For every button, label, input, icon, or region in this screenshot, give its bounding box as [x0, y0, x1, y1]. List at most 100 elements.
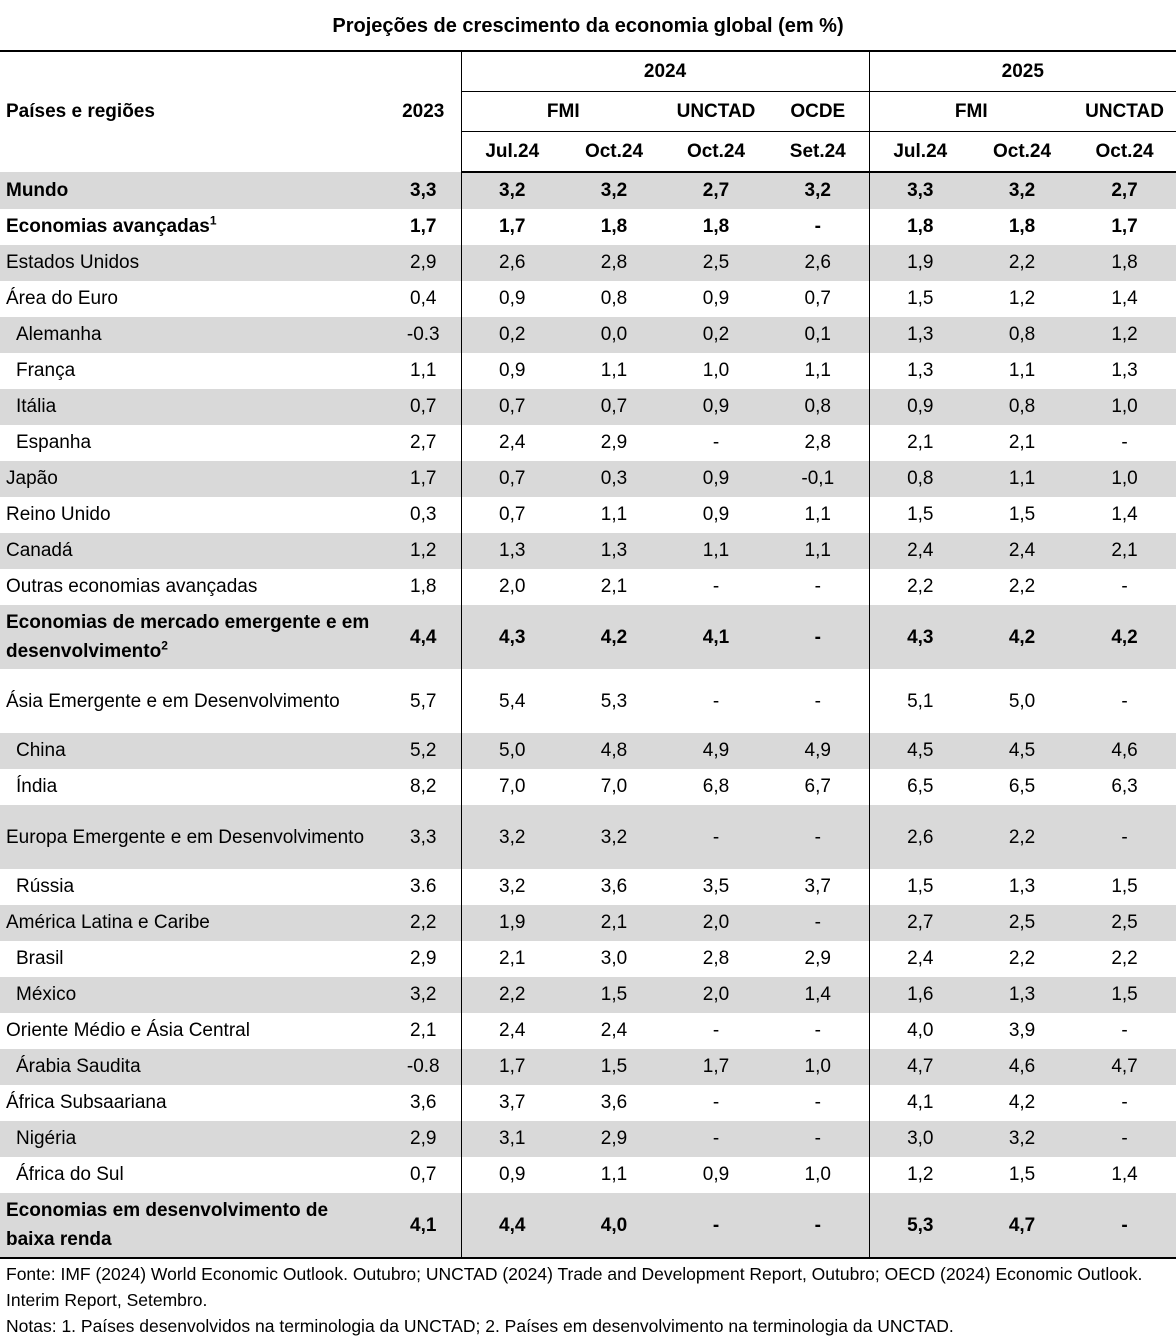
row-label-text: Estados Unidos — [6, 252, 140, 273]
value-cell: 3,3 — [386, 172, 461, 209]
value-cell: 2,0 — [665, 905, 767, 941]
row-label: Estados Unidos — [0, 245, 386, 281]
value-cell: 1,8 — [600, 216, 628, 237]
value-cell: 5,2 — [386, 733, 461, 769]
value-cell: 4,7 — [971, 1193, 1074, 1259]
value-cell: 0,1 — [767, 317, 870, 353]
subcol-header: Jul.24 — [868, 131, 972, 173]
row-label: Canadá — [0, 533, 386, 569]
value-cell: 2,7 — [410, 432, 437, 453]
value-cell: 2,4 — [460, 1013, 563, 1049]
year-2024-header: 2024 — [460, 50, 870, 92]
row-label: Alemanha — [0, 317, 386, 353]
subcol-header: Oct.24 — [1073, 131, 1176, 173]
value-cell: 4,0 — [563, 1193, 665, 1259]
row-label: Mundo — [0, 172, 386, 209]
table-row: China 5,2 5,0 4,8 4,9 4,9 4,5 4,5 4,6 — [0, 733, 1176, 769]
table-row: Nigéria 2,9 3,1 2,9- -3,0 3,2- — [0, 1121, 1176, 1157]
value-cell: 2,1 — [460, 941, 563, 977]
value-cell: 2,8 — [804, 432, 831, 453]
value-cell: 1,8 — [868, 209, 972, 245]
value-cell: 1,3 — [868, 353, 972, 389]
table-row: África Subsaariana 3,6 3,7 3,6 - - 4,1 4,2 - — [0, 1085, 1176, 1121]
row-label-text: China — [16, 740, 66, 761]
value-cell: 4,7 — [1073, 1049, 1176, 1085]
value-cell: 1,2 — [1073, 317, 1176, 353]
row-label: Rússia — [0, 869, 386, 905]
value-cell: 2,9 — [804, 948, 831, 969]
value-cell: - — [1073, 1121, 1176, 1157]
value-cell: 2,2 — [460, 977, 563, 1013]
table-row: França 1,1 0,9 1,1 1,0 1,1 1,3 1,1 1,3 — [0, 353, 1176, 389]
row-label: Itália — [0, 389, 386, 425]
value-cell: 4,5 — [868, 733, 972, 769]
table-row: Espanha 2,7 2,4 2,9 - 2,8 2,1 2,1 - — [0, 425, 1176, 461]
value-cell: 1,5 — [563, 1049, 665, 1085]
value-cell: 1,2 — [386, 533, 461, 569]
value-cell: 3,0 — [868, 1121, 972, 1157]
row-label: África Subsaariana — [0, 1085, 386, 1121]
table-row: América Latina e Caribe 2,2 1,9 2,1 2,0-2,7 2… — [0, 905, 1176, 941]
row-label: América Latina e Caribe — [0, 905, 386, 941]
value-cell: 0,7 — [563, 389, 665, 425]
row-label-text: Alemanha — [16, 324, 102, 345]
value-cell: - — [712, 432, 720, 453]
value-cell: - — [767, 805, 870, 869]
value-cell: 0,8 — [971, 317, 1074, 353]
value-cell: 7,0 — [460, 769, 563, 805]
value-cell: 2,2 — [868, 569, 972, 605]
value-cell: 2,4 — [460, 425, 563, 461]
value-cell: 0,9 — [868, 389, 972, 425]
value-cell: 1,8 — [1073, 245, 1176, 281]
value-cell: 2,9 — [410, 948, 437, 969]
value-cell: 1,4 — [767, 977, 870, 1013]
value-cell: 1,1 — [600, 1164, 628, 1185]
ocde-2024-header: OCDE — [767, 91, 870, 132]
value-cell: 2,4 — [971, 533, 1074, 569]
value-cell: 1,1 — [971, 461, 1074, 497]
row-label-text: África Subsaariana — [6, 1092, 167, 1113]
value-cell: 4,7 — [868, 1049, 972, 1085]
value-cell: 1,3 — [868, 317, 972, 353]
row-label: China — [0, 733, 386, 769]
value-cell: 4,4 — [386, 605, 461, 669]
fmi-2025-header: FMI — [868, 91, 1074, 132]
value-cell: 1,7 — [665, 1049, 767, 1085]
value-cell: 6,5 — [1008, 776, 1036, 797]
value-cell: 2,0 — [460, 569, 563, 605]
value-cell: - — [767, 1193, 870, 1259]
row-label-text: Economias de mercado emergente e em dese… — [6, 612, 370, 662]
value-cell: 5,3 — [600, 690, 628, 712]
value-cell: 0,8 — [971, 389, 1074, 425]
table-row: Canadá 1,2 1,3 1,3 1,1 1,1 2,4 2,4 2,1 — [0, 533, 1176, 569]
year-2023-header: 2023 — [386, 50, 461, 172]
row-label: México — [0, 977, 386, 1013]
table-row: Itália 0,7 0,7 0,7 0,9 0,8 0,9 0,8 1,0 — [0, 389, 1176, 425]
value-cell: 3,1 — [460, 1121, 563, 1157]
value-cell: - — [1121, 1020, 1128, 1041]
value-cell: - — [767, 1121, 870, 1157]
value-cell: 3.6 — [410, 876, 437, 897]
value-cell: 3,0 — [600, 948, 628, 969]
value-cell: 2,9 — [600, 432, 628, 453]
value-cell: 1,7 — [460, 209, 563, 245]
value-cell: 2,1 — [563, 905, 665, 941]
row-label: Índia — [0, 769, 386, 805]
value-cell: 2,1 — [600, 576, 628, 597]
value-cell: 0,9 — [460, 281, 563, 317]
growth-projections-table: Países e regiões 2023 2024 2025 FMI UNCT… — [0, 50, 1176, 1259]
value-cell: - — [1121, 432, 1128, 453]
value-cell: 3,2 — [971, 172, 1074, 209]
value-cell: - — [1121, 1092, 1128, 1113]
value-cell: - — [1073, 1193, 1176, 1259]
table-body: Mundo 3,3 3,2 3,2 2,7 3,2 3,3 3,2 2,7 Economias a… — [0, 172, 1176, 1259]
value-cell: 1,9 — [868, 245, 972, 281]
row-label-text: Árabia Saudita — [16, 1056, 141, 1077]
row-label: Economias de mercado emergente e em dese… — [0, 605, 386, 669]
notes-text: Notas: 1. Países desenvolvidos na termin… — [6, 1316, 954, 1336]
value-cell: 4,0 — [868, 1013, 972, 1049]
value-cell: 1,7 — [1111, 216, 1138, 237]
subcol-header: Oct.24 — [971, 131, 1074, 173]
row-label: Nigéria — [0, 1121, 386, 1157]
value-cell: 1,3 — [1008, 876, 1036, 897]
